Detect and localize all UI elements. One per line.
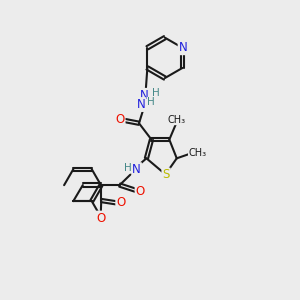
Text: N: N	[132, 163, 141, 176]
Text: H: H	[124, 163, 132, 173]
Text: S: S	[162, 169, 170, 182]
Text: N: N	[178, 41, 187, 54]
Text: CH₃: CH₃	[167, 115, 185, 125]
Text: O: O	[116, 196, 125, 209]
Text: O: O	[97, 212, 106, 225]
Text: N: N	[140, 89, 149, 102]
Text: N: N	[136, 98, 145, 111]
Text: H: H	[152, 88, 160, 98]
Text: H: H	[147, 98, 155, 107]
Text: CH₃: CH₃	[188, 148, 207, 158]
Text: O: O	[116, 113, 124, 126]
Text: O: O	[136, 185, 145, 198]
